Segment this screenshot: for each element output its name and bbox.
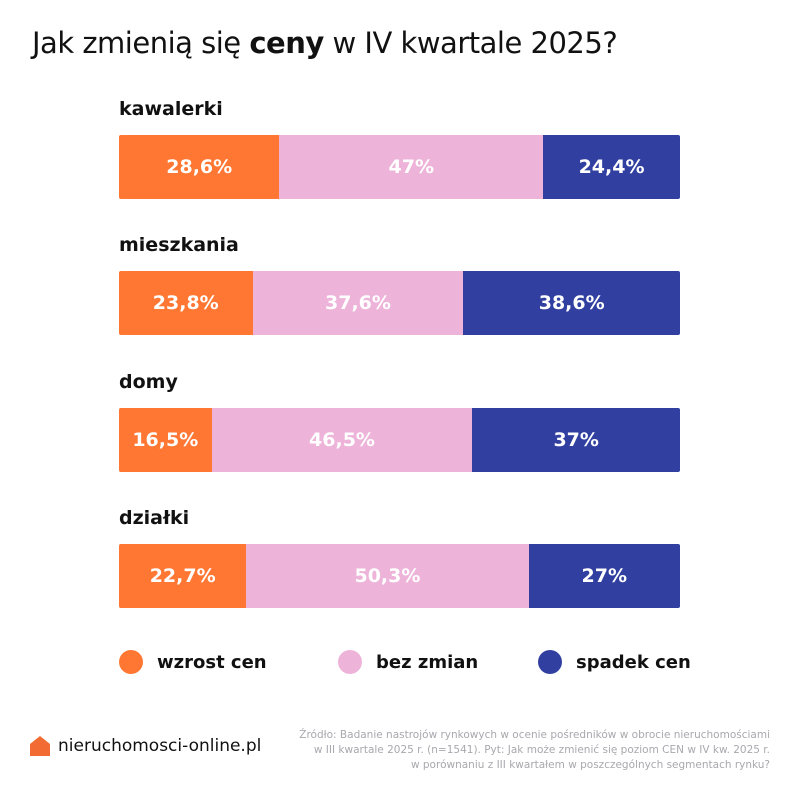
- legend-label: wzrost cen: [157, 651, 267, 673]
- title-bold-text: ceny: [249, 26, 324, 60]
- data-label: 28,6%: [166, 156, 233, 178]
- legend-swatch: [338, 650, 362, 674]
- legend-label: spadek cen: [576, 651, 691, 673]
- bar-segment: 37%: [472, 408, 680, 472]
- bar-segment: 46,5%: [211, 408, 473, 472]
- data-label: 24,4%: [578, 156, 645, 178]
- category-label: domy: [119, 371, 178, 393]
- bar-segment: 16,5%: [119, 408, 212, 472]
- house-icon: [30, 736, 50, 756]
- bar-mieszkania: 23,8% 37,6% 38,6%: [119, 271, 680, 335]
- source-line: w III kwartale 2025 r. (n=1541). Pyt: Ja…: [313, 744, 770, 756]
- data-label: 50,3%: [354, 565, 421, 587]
- bar-segment: 27%: [528, 544, 680, 608]
- bar-działki: 22,7% 50,3% 27%: [119, 544, 680, 608]
- bar-segment: 23,8%: [119, 271, 253, 335]
- category-label: mieszkania: [119, 234, 239, 256]
- data-label: 27%: [581, 565, 627, 587]
- bar-domy: 16,5% 46,5% 37%: [119, 408, 680, 472]
- bar-segment: 38,6%: [463, 271, 680, 335]
- legend-item: bez zmian: [338, 650, 478, 674]
- logo-text: nieruchomosci-online.pl: [58, 736, 262, 756]
- data-label: 47%: [388, 156, 434, 178]
- source-line: Źródło: Badanie nastrojów rynkowych w oc…: [299, 729, 770, 741]
- bar-segment: 24,4%: [543, 135, 680, 199]
- legend-item: spadek cen: [538, 650, 691, 674]
- data-label: 22,7%: [149, 565, 216, 587]
- bar-kawalerki: 28,6% 47% 24,4%: [119, 135, 680, 199]
- category-label: działki: [119, 507, 190, 529]
- legend-swatch: [538, 650, 562, 674]
- legend-item: wzrost cen: [119, 650, 267, 674]
- data-label: 38,6%: [538, 292, 605, 314]
- title-text-end: w IV kwartale 2025?: [323, 26, 618, 60]
- legend-swatch: [119, 650, 143, 674]
- chart-title: Jak zmienią się ceny w IV kwartale 2025?: [32, 26, 618, 60]
- data-label: 37,6%: [325, 292, 391, 314]
- bar-segment: 37,6%: [252, 271, 464, 335]
- bar-segment: 28,6%: [119, 135, 280, 199]
- data-label: 16,5%: [132, 429, 199, 451]
- data-label: 46,5%: [309, 429, 375, 451]
- legend-label: bez zmian: [376, 651, 479, 673]
- bar-segment: 50,3%: [246, 544, 529, 608]
- data-label: 23,8%: [152, 292, 219, 314]
- logo: nieruchomosci-online.pl: [30, 736, 261, 756]
- source-line: w porównaniu z III kwartałem w poszczegó…: [410, 759, 770, 771]
- bar-segment: 47%: [279, 135, 544, 199]
- category-label: kawalerki: [119, 98, 223, 120]
- source-note: Źródło: Badanie nastrojów rynkowych w oc…: [270, 728, 770, 773]
- data-label: 37%: [553, 429, 599, 451]
- title-text: Jak zmienią się: [32, 26, 250, 60]
- bar-segment: 22,7%: [119, 544, 247, 608]
